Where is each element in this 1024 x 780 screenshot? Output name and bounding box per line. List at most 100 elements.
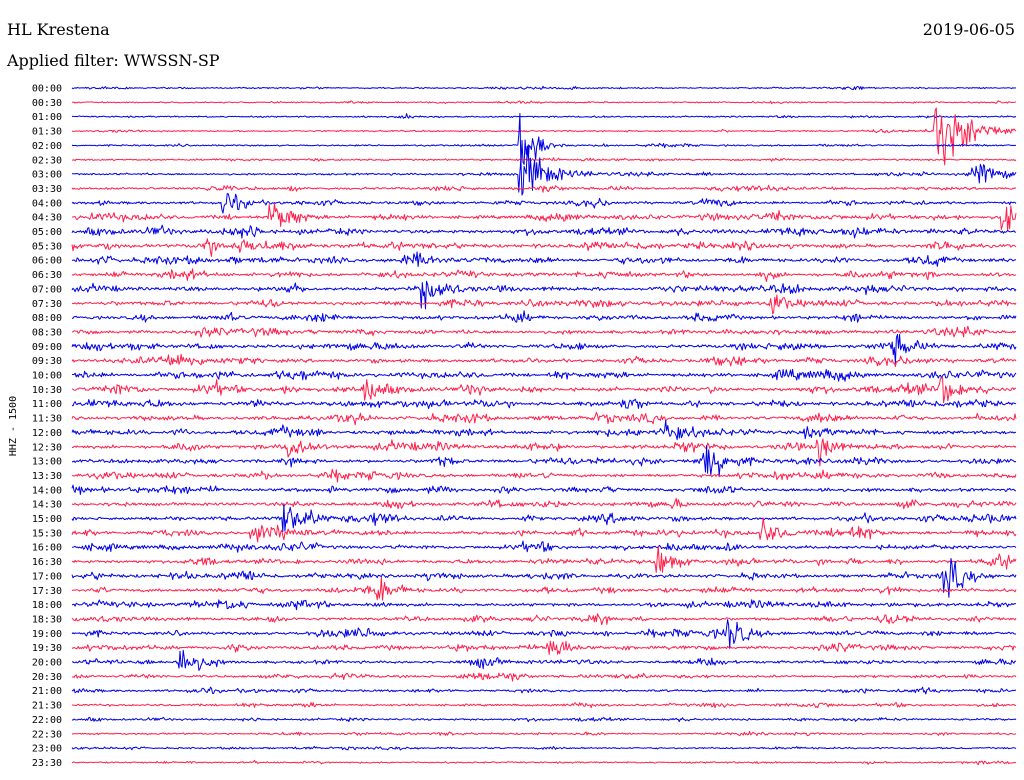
- time-tick-labels: 00:00 00:30 01:00 01:30 02:00 02:30 03:00 03:30…: [32, 84, 62, 769]
- tick-label-1830: 18:30: [32, 614, 62, 625]
- date-label: 2019-06-05: [922, 20, 1015, 39]
- tick-label-0300: 03:00: [32, 170, 62, 181]
- trace-2200: [71, 716, 1017, 723]
- trace-1900: [71, 619, 1017, 649]
- tick-label-1800: 18:00: [32, 600, 62, 611]
- trace-0330: [71, 184, 1017, 193]
- trace-0000: [71, 85, 1017, 90]
- trace-1730: [71, 576, 1017, 601]
- tick-label-1100: 11:00: [32, 399, 62, 410]
- trace-1400: [71, 484, 1017, 495]
- trace-1830: [71, 613, 1017, 626]
- trace-0030: [71, 100, 1017, 105]
- tick-label-1600: 16:00: [32, 543, 62, 554]
- trace-2000: [71, 649, 1017, 671]
- trace-1430: [71, 497, 1017, 510]
- tick-label-2330: 23:30: [32, 758, 62, 769]
- trace-2030: [71, 672, 1017, 682]
- trace-1200: [71, 420, 1017, 441]
- tick-label-0130: 01:30: [32, 127, 62, 138]
- trace-2130: [71, 702, 1017, 709]
- tick-label-1400: 14:00: [32, 485, 62, 496]
- trace-1130: [71, 411, 1017, 426]
- trace-0400: [71, 193, 1017, 214]
- station-title: HL Krestena: [7, 20, 110, 39]
- tick-label-1500: 15:00: [32, 514, 62, 525]
- tick-label-0330: 03:30: [32, 184, 62, 195]
- trace-0830: [71, 325, 1017, 338]
- tick-label-0700: 07:00: [32, 284, 62, 295]
- trace-2230: [71, 730, 1017, 737]
- tick-label-0930: 09:30: [32, 356, 62, 367]
- trace-0100: [71, 113, 1017, 119]
- tick-label-2100: 21:00: [32, 686, 62, 697]
- tick-label-1430: 14:30: [32, 500, 62, 511]
- tick-label-0000: 00:00: [32, 84, 62, 95]
- tick-label-0030: 00:30: [32, 98, 62, 109]
- trace-0230: [71, 157, 1017, 162]
- tick-label-2130: 21:30: [32, 701, 62, 712]
- trace-0300: [72, 144, 1017, 196]
- tick-label-1030: 10:30: [32, 385, 62, 396]
- tick-label-1530: 15:30: [32, 528, 62, 539]
- trace-1630: [71, 545, 1017, 573]
- tick-label-0430: 04:30: [32, 213, 62, 224]
- trace-1330: [71, 468, 1017, 483]
- trace-0530: [71, 238, 1017, 257]
- tick-label-1730: 17:30: [32, 586, 62, 597]
- tick-label-2200: 22:00: [32, 715, 62, 726]
- tick-label-0200: 02:00: [32, 141, 62, 152]
- trace-0430: [71, 202, 1017, 232]
- tick-label-2000: 20:00: [32, 658, 62, 669]
- trace-1930: [71, 640, 1017, 655]
- trace-0900: [71, 333, 1017, 364]
- seismic-traces: [71, 85, 1017, 766]
- tick-label-1200: 12:00: [32, 428, 62, 439]
- tick-label-2300: 23:00: [32, 744, 62, 755]
- trace-2300: [71, 745, 1017, 751]
- trace-2330: [71, 759, 1017, 766]
- tick-label-1000: 10:00: [32, 371, 62, 382]
- tick-label-1630: 16:30: [32, 557, 62, 568]
- trace-0600: [71, 251, 1017, 267]
- tick-label-0500: 05:00: [32, 227, 62, 238]
- trace-0130: [71, 107, 1017, 166]
- tick-label-1230: 12:30: [32, 442, 62, 453]
- trace-0800: [71, 310, 1017, 323]
- y-axis-label: HHZ - 1500: [8, 396, 19, 456]
- trace-1600: [72, 540, 1017, 553]
- tick-label-0800: 08:00: [32, 313, 62, 324]
- tick-label-0530: 05:30: [32, 241, 62, 252]
- tick-label-0630: 06:30: [32, 270, 62, 281]
- trace-1030: [71, 377, 1017, 404]
- tick-label-0830: 08:30: [32, 327, 62, 338]
- trace-1530: [71, 517, 1017, 543]
- trace-1700: [71, 558, 1017, 598]
- tick-label-1330: 13:30: [32, 471, 62, 482]
- trace-1300: [71, 445, 1017, 477]
- tick-label-0900: 09:00: [32, 342, 62, 353]
- trace-1100: [71, 398, 1017, 409]
- tick-label-1130: 11:30: [32, 414, 62, 425]
- tick-label-2230: 22:30: [32, 729, 62, 740]
- tick-label-1900: 19:00: [32, 629, 62, 640]
- trace-0700: [71, 280, 1017, 310]
- tick-label-1930: 19:30: [32, 643, 62, 654]
- trace-0730: [71, 294, 1017, 315]
- trace-0200: [71, 113, 1017, 167]
- tick-label-0600: 06:00: [32, 256, 62, 267]
- tick-label-1300: 13:00: [32, 457, 62, 468]
- filter-label: Applied filter: WWSSN-SP: [7, 51, 220, 70]
- trace-0930: [71, 353, 1017, 367]
- trace-1500: [71, 503, 1017, 533]
- trace-2100: [71, 686, 1017, 695]
- trace-0500: [71, 224, 1017, 239]
- tick-label-0100: 01:00: [32, 112, 62, 123]
- trace-0630: [71, 268, 1017, 282]
- trace-1000: [72, 368, 1017, 382]
- trace-1230: [72, 438, 1017, 467]
- tick-label-0730: 07:30: [32, 299, 62, 310]
- tick-label-1700: 17:00: [32, 571, 62, 582]
- tick-label-0230: 02:30: [32, 155, 62, 166]
